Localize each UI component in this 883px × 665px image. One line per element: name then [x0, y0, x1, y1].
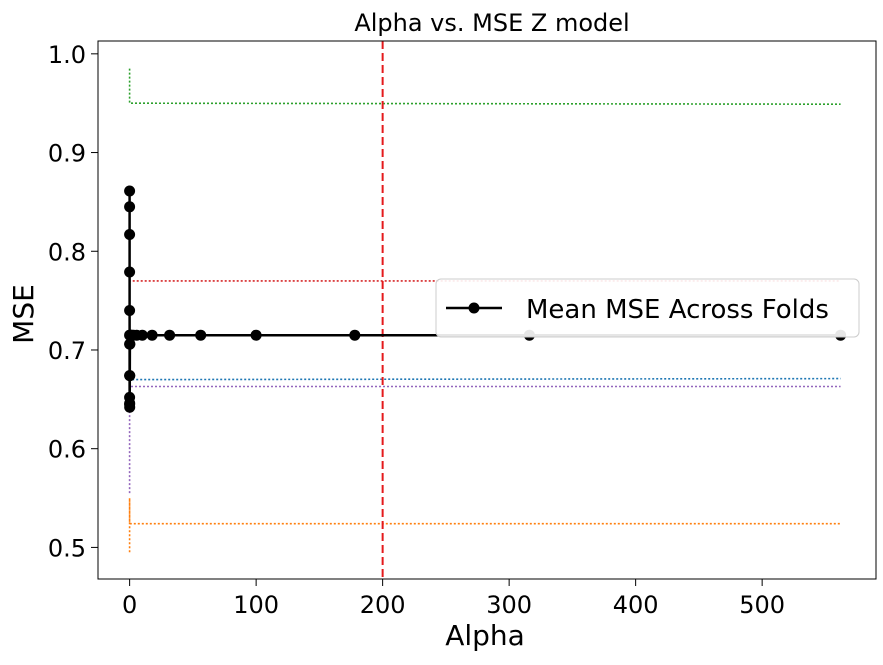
- legend-point-marker: [468, 302, 480, 314]
- y-tick-label-0: 0.5: [48, 534, 86, 562]
- y-tick-label-3: 0.8: [48, 238, 86, 266]
- data-point-4: [124, 305, 136, 316]
- x-axis-label: Alpha: [445, 619, 525, 652]
- data-point-13: [124, 338, 136, 350]
- y-tick-label-1: 0.6: [48, 436, 86, 464]
- y-axis-label: MSE: [7, 284, 40, 344]
- x-tick-label-5: 500: [739, 591, 785, 619]
- y-tick-label-5: 1.0: [48, 41, 86, 69]
- y-tick-label-2: 0.7: [48, 337, 86, 365]
- x-tick-label-4: 400: [613, 591, 659, 619]
- x-tick-label-3: 300: [486, 591, 532, 619]
- legend-label: Mean MSE Across Folds: [526, 295, 829, 325]
- data-point-2: [124, 229, 136, 240]
- chart-title: Alpha vs. MSE Z model: [354, 9, 629, 37]
- y-tick-label-4: 0.9: [48, 140, 86, 168]
- fold-line-3: [128, 385, 841, 494]
- fold-line-2: [128, 330, 841, 381]
- plot-frame: [97, 40, 877, 580]
- data-point-25: [349, 329, 361, 341]
- legend-box: [435, 278, 860, 338]
- data-point-20: [136, 329, 148, 341]
- legend: Mean MSE Across Folds: [435, 278, 860, 338]
- data-point-0: [124, 185, 136, 197]
- x-tick-label-1: 100: [233, 591, 279, 619]
- fold-line-1: [128, 192, 841, 282]
- x-tick-label-2: 200: [360, 591, 406, 619]
- fold-line-0: [128, 68, 841, 105]
- data-point-22: [164, 329, 176, 341]
- data-point-11: [124, 397, 136, 409]
- y-axis: 0.5 0.6 0.7 0.8 0.9 1.0: [48, 41, 98, 562]
- data-point-21: [146, 329, 158, 341]
- data-point-24: [250, 329, 262, 341]
- data-point-23: [195, 329, 207, 341]
- data-point-1: [124, 201, 136, 213]
- x-axis: 0 100 200 300 400 500: [122, 579, 785, 619]
- plot-area: [124, 41, 847, 579]
- x-tick-label-0: 0: [122, 591, 137, 619]
- fold-line-4: [128, 498, 841, 553]
- data-point-12: [124, 370, 136, 382]
- data-point-3: [124, 266, 136, 278]
